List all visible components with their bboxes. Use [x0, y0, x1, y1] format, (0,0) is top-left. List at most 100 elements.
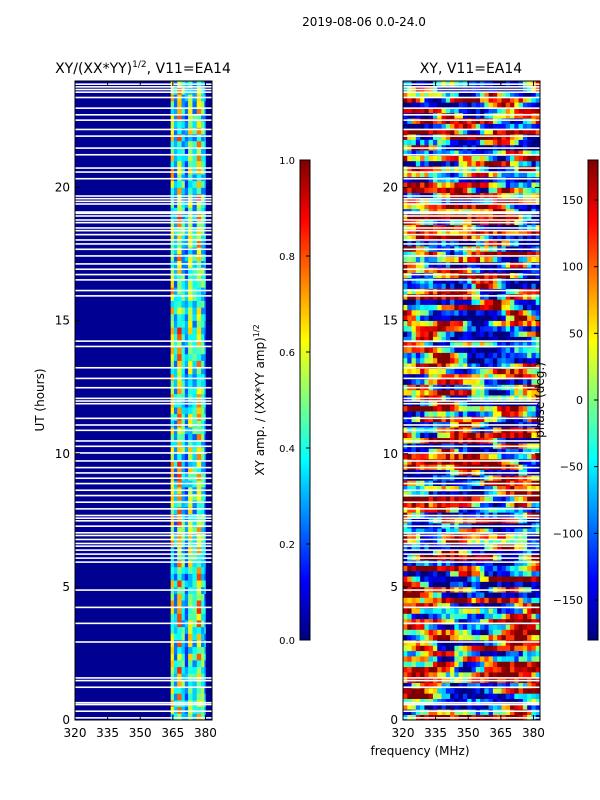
amplitude-cell — [192, 460, 198, 468]
phase-cell — [484, 315, 489, 321]
amplitude-cell — [173, 114, 178, 122]
phase-cell — [415, 294, 421, 300]
phase-cell — [441, 496, 447, 502]
amplitude-cell — [196, 347, 202, 355]
phase-cell — [441, 602, 447, 609]
flagged-row — [403, 589, 540, 591]
phase-cell — [505, 288, 511, 295]
phase-cell — [437, 576, 442, 582]
amplitude-cell — [196, 453, 202, 461]
phase-cell — [428, 538, 434, 545]
amplitude-cell — [170, 320, 175, 328]
phase-cell — [450, 613, 455, 620]
phase-cell — [514, 613, 519, 620]
phase-cell — [505, 363, 511, 369]
phase-cell — [480, 150, 485, 156]
phase-cell — [475, 640, 481, 646]
phase-cell — [480, 118, 485, 124]
amplitude-cell — [173, 453, 178, 461]
phase-cell — [475, 155, 481, 162]
phase-cell — [424, 666, 429, 673]
phase-cell — [445, 608, 451, 614]
phase-cell — [475, 256, 481, 263]
phase-cell — [471, 496, 477, 502]
phase-cell — [454, 501, 459, 508]
amplitude-cell — [177, 447, 182, 455]
phase-cell — [415, 128, 421, 135]
flagged-row — [75, 677, 212, 679]
phase-cell — [522, 570, 528, 577]
phase-cell — [467, 411, 472, 417]
flagged-row — [403, 679, 540, 682]
phase-cell — [458, 176, 464, 183]
phase-cell — [501, 528, 507, 534]
phase-cell — [488, 453, 494, 460]
phase-cell — [535, 309, 541, 316]
phase-cell — [411, 128, 417, 135]
phase-cell — [415, 363, 421, 369]
phase-cell — [501, 656, 507, 662]
amplitude-cell — [192, 553, 198, 561]
phase-cell — [484, 549, 489, 556]
phase-cell — [432, 656, 438, 662]
phase-cell — [501, 299, 507, 305]
flagged-row — [75, 538, 212, 541]
phase-cell — [415, 112, 421, 119]
phase-cell — [497, 214, 502, 220]
amplitude-cell — [196, 660, 202, 668]
amplitude-cell — [188, 566, 193, 574]
phase-cell — [420, 331, 425, 337]
amplitude-cell — [201, 174, 205, 182]
amplitude-cell — [204, 167, 206, 175]
amplitude-cell — [181, 87, 186, 95]
amplitude-cell — [181, 560, 186, 568]
flagged-row — [75, 248, 212, 251]
amplitude-cell — [196, 134, 202, 142]
phase-cell — [424, 693, 429, 699]
amplitude-cell — [192, 507, 198, 514]
phase-cell — [407, 102, 412, 108]
phase-cell — [450, 650, 455, 657]
phase-cell — [407, 650, 412, 657]
phase-cell — [471, 214, 477, 220]
phase-cell — [535, 624, 541, 630]
amplitude-cell — [170, 500, 175, 508]
phase-cell — [535, 592, 541, 598]
amplitude-cell — [204, 553, 206, 561]
amplitude-cell — [181, 300, 186, 308]
flagged-row — [75, 273, 212, 276]
phase-cell — [471, 288, 477, 295]
phase-cell — [462, 411, 468, 417]
phase-cell — [535, 235, 541, 242]
phase-cell — [415, 155, 421, 162]
phase-cell — [531, 688, 537, 694]
phase-cell — [484, 155, 489, 162]
phase-cell — [522, 187, 528, 194]
phase-cell — [445, 267, 451, 273]
phase-cell — [441, 379, 447, 385]
amplitude-cell — [201, 473, 205, 481]
phase-cell — [445, 235, 451, 242]
phase-cell — [458, 682, 464, 689]
phase-cell — [505, 251, 511, 258]
amplitude-cell — [181, 713, 186, 721]
phase-cell — [484, 688, 489, 694]
phase-cell — [471, 485, 477, 492]
phase-cell — [462, 166, 468, 172]
amplitude-cell — [204, 460, 206, 468]
phase-cell — [454, 368, 459, 375]
phase-cell — [492, 171, 498, 178]
phase-cell — [527, 150, 532, 156]
phase-cell — [484, 182, 489, 188]
phase-cell — [475, 448, 481, 455]
phase-cell — [492, 485, 498, 492]
phase-cell — [484, 682, 489, 689]
flagged-row — [75, 466, 212, 469]
phase-cell — [492, 501, 498, 508]
phase-cell — [432, 299, 438, 305]
amplitude-cell — [184, 693, 189, 701]
amplitude-cell — [184, 353, 189, 361]
phase-cell — [518, 150, 524, 156]
phase-cell — [535, 491, 541, 497]
phase-cell — [445, 645, 451, 652]
